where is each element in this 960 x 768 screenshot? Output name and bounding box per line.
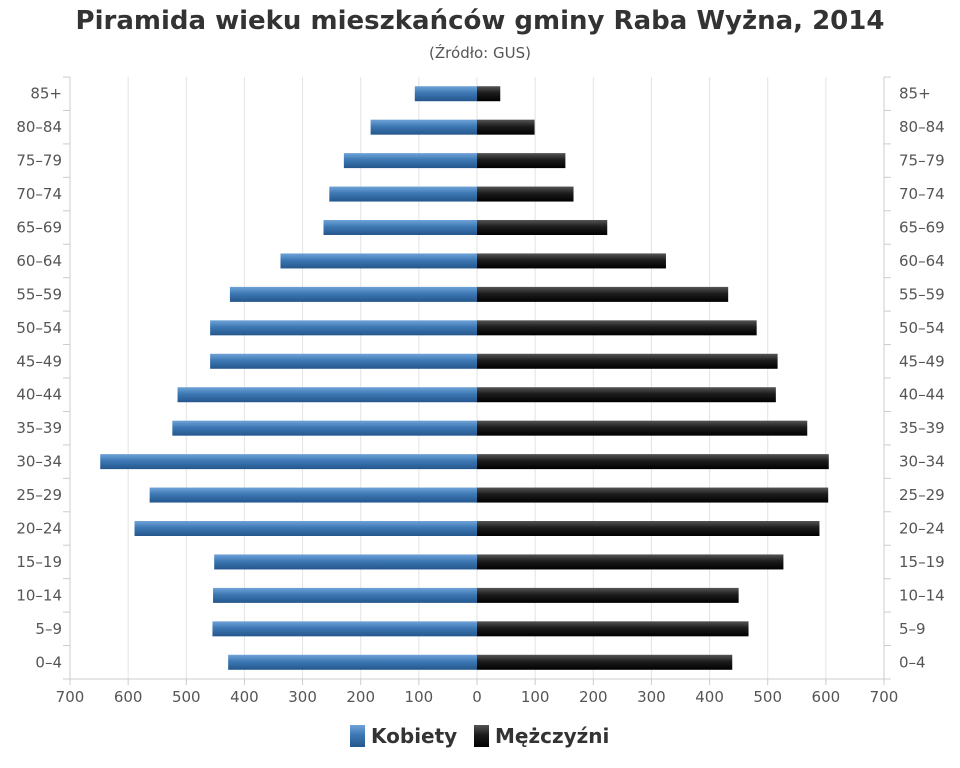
y-tick-label-right: 85+ xyxy=(899,85,931,103)
y-tick-label-right: 40–44 xyxy=(899,386,945,404)
y-tick-label-left: 10–14 xyxy=(16,586,62,604)
y-tick-label-left: 20–24 xyxy=(16,520,62,538)
x-tick-label: 400 xyxy=(230,688,259,706)
bar-kobiety xyxy=(213,587,477,603)
y-tick-label-left: 30–34 xyxy=(16,453,62,471)
x-tick-label: 700 xyxy=(56,688,85,706)
x-tick-label: 0 xyxy=(472,688,482,706)
y-tick-label-right: 0–4 xyxy=(899,653,926,671)
y-tick-label-left: 60–64 xyxy=(16,252,62,270)
bar-kobiety xyxy=(329,186,477,202)
y-tick-label-right: 80–84 xyxy=(899,118,945,136)
y-tick-label-right: 20–24 xyxy=(899,520,945,538)
bar-kobiety xyxy=(323,220,477,235)
bar-kobiety xyxy=(100,454,477,470)
bar-mezczyzni xyxy=(477,253,666,269)
y-tick-label-left: 40–44 xyxy=(16,386,62,404)
y-tick-label-left: 45–49 xyxy=(16,352,62,370)
bar-kobiety xyxy=(228,654,477,670)
bar-kobiety xyxy=(172,420,477,436)
y-tick-label-right: 30–34 xyxy=(899,453,945,471)
y-tick-label-left: 80–84 xyxy=(16,118,62,136)
bar-kobiety xyxy=(370,119,477,135)
bar-kobiety xyxy=(212,621,477,637)
y-tick-label-right: 55–59 xyxy=(899,285,945,303)
y-tick-label-left: 25–29 xyxy=(16,486,62,504)
y-tick-label-right: 50–54 xyxy=(899,319,945,337)
bar-mezczyzni xyxy=(477,587,739,603)
x-tick-label: 300 xyxy=(288,688,317,706)
legend-label: Mężczyźni xyxy=(495,724,609,748)
bar-mezczyzni xyxy=(477,286,729,302)
legend-item-kobiety[interactable]: Kobiety xyxy=(350,724,457,748)
x-tick-label: 100 xyxy=(521,688,550,706)
y-tick-label-right: 65–69 xyxy=(899,219,945,237)
legend-item-mezczyzni[interactable]: Mężczyźni xyxy=(474,724,609,748)
legend-swatch xyxy=(474,725,489,747)
x-tick-label: 300 xyxy=(637,688,666,706)
chart-title: Piramida wieku mieszkańców gminy Raba Wy… xyxy=(75,6,885,36)
y-tick-label-right: 35–39 xyxy=(899,419,945,437)
legend-label: Kobiety xyxy=(371,724,457,748)
bar-kobiety xyxy=(229,286,477,302)
bar-mezczyzni xyxy=(477,320,757,336)
bar-mezczyzni xyxy=(477,186,574,202)
y-tick-label-left: 50–54 xyxy=(16,319,62,337)
y-tick-label-left: 65–69 xyxy=(16,219,62,237)
bar-kobiety xyxy=(280,253,477,269)
bar-kobiety xyxy=(414,86,477,102)
y-tick-label-right: 10–14 xyxy=(899,586,945,604)
bar-mezczyzni xyxy=(477,420,808,436)
y-tick-label-right: 45–49 xyxy=(899,352,945,370)
y-tick-label-left: 70–74 xyxy=(16,185,62,203)
y-tick-label-right: 70–74 xyxy=(899,185,945,203)
x-tick-label: 200 xyxy=(346,688,375,706)
bar-mezczyzni xyxy=(477,554,784,570)
chart-subtitle: (Źródło: GUS) xyxy=(429,44,531,62)
bar-kobiety xyxy=(210,320,478,336)
bar-mezczyzni xyxy=(477,353,778,369)
y-tick-label-left: 75–79 xyxy=(16,152,62,170)
x-tick-label: 600 xyxy=(114,688,143,706)
bar-kobiety xyxy=(177,387,478,403)
bar-mezczyzni xyxy=(477,220,608,235)
bar-kobiety xyxy=(149,487,478,503)
y-tick-label-left: 5–9 xyxy=(35,620,62,638)
bar-mezczyzni xyxy=(477,454,829,470)
bar-mezczyzni xyxy=(477,119,535,135)
bar-mezczyzni xyxy=(477,521,820,536)
bar-kobiety xyxy=(134,521,477,536)
y-tick-label-left: 55–59 xyxy=(16,285,62,303)
x-tick-label: 100 xyxy=(405,688,434,706)
x-tick-label: 400 xyxy=(695,688,724,706)
bar-kobiety xyxy=(210,353,478,369)
x-tick-label: 500 xyxy=(172,688,201,706)
y-tick-label-right: 5–9 xyxy=(899,620,926,638)
y-tick-label-left: 35–39 xyxy=(16,419,62,437)
y-tick-label-left: 15–19 xyxy=(16,553,62,571)
x-tick-label: 600 xyxy=(812,688,841,706)
bar-mezczyzni xyxy=(477,487,829,503)
x-tick-label: 700 xyxy=(870,688,899,706)
bar-mezczyzni xyxy=(477,387,776,403)
y-tick-label-right: 75–79 xyxy=(899,152,945,170)
bar-mezczyzni xyxy=(477,621,749,637)
bar-mezczyzni xyxy=(477,654,733,670)
bar-mezczyzni xyxy=(477,86,501,102)
bar-mezczyzni xyxy=(477,153,566,169)
bar-kobiety xyxy=(214,554,478,570)
legend-swatch xyxy=(350,725,365,747)
y-tick-label-left: 85+ xyxy=(30,85,62,103)
y-tick-label-right: 15–19 xyxy=(899,553,945,571)
y-tick-label-right: 25–29 xyxy=(899,486,945,504)
y-tick-label-right: 60–64 xyxy=(899,252,945,270)
x-tick-label: 500 xyxy=(753,688,782,706)
y-tick-label-left: 0–4 xyxy=(35,653,62,671)
bar-kobiety xyxy=(343,153,477,169)
x-tick-label: 200 xyxy=(579,688,608,706)
